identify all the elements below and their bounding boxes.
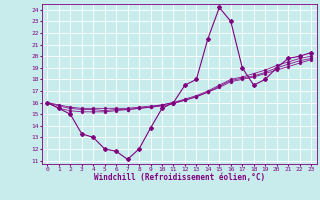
X-axis label: Windchill (Refroidissement éolien,°C): Windchill (Refroidissement éolien,°C) [94, 173, 265, 182]
